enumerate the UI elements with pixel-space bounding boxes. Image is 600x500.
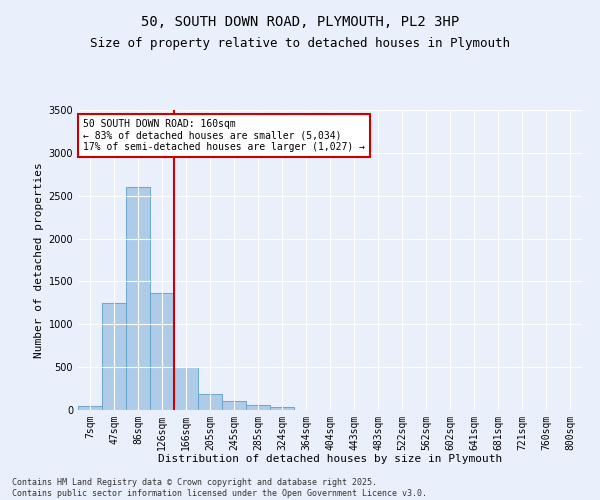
Bar [222,400,246,410]
Bar [198,394,222,410]
Text: 50, SOUTH DOWN ROAD, PLYMOUTH, PL2 3HP: 50, SOUTH DOWN ROAD, PLYMOUTH, PL2 3HP [141,15,459,29]
Bar [78,406,102,410]
Bar [174,367,198,410]
Bar [150,292,174,410]
Bar [270,408,294,410]
X-axis label: Distribution of detached houses by size in Plymouth: Distribution of detached houses by size … [158,454,502,464]
Text: Contains HM Land Registry data © Crown copyright and database right 2025.
Contai: Contains HM Land Registry data © Crown c… [12,478,427,498]
Text: 50 SOUTH DOWN ROAD: 160sqm
← 83% of detached houses are smaller (5,034)
17% of s: 50 SOUTH DOWN ROAD: 160sqm ← 83% of deta… [83,119,365,152]
Y-axis label: Number of detached properties: Number of detached properties [34,162,44,358]
Bar [102,303,126,410]
Bar [126,187,150,410]
Bar [246,406,270,410]
Text: Size of property relative to detached houses in Plymouth: Size of property relative to detached ho… [90,38,510,51]
